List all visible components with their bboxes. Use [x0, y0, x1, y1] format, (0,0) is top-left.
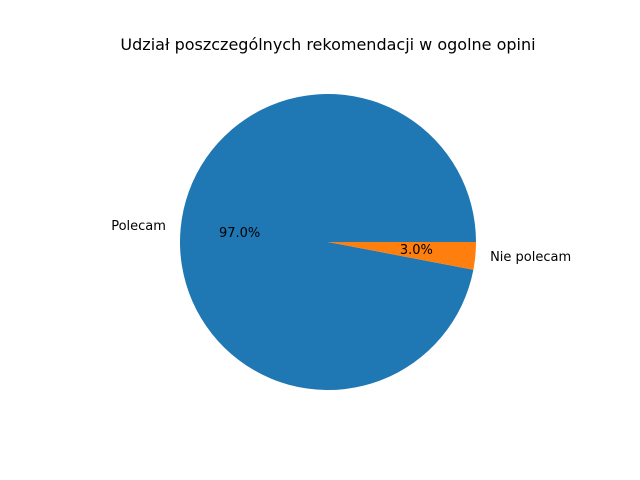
pie-slice-polecam — [179, 93, 477, 391]
slice-percent-label: 97.0% — [219, 226, 260, 241]
slice-label: Nie polecam — [490, 250, 571, 265]
slice-percent-label: 3.0% — [400, 243, 433, 258]
pie-slices — [179, 93, 477, 391]
pie-labels: Polecam 97.0% Nie polecam 3.0% — [111, 219, 571, 265]
chart-title: Udział poszczególnych rekomendacji w ogo… — [120, 35, 535, 54]
slice-label: Polecam — [111, 219, 166, 234]
pie-slice-nie-polecam — [328, 242, 476, 270]
